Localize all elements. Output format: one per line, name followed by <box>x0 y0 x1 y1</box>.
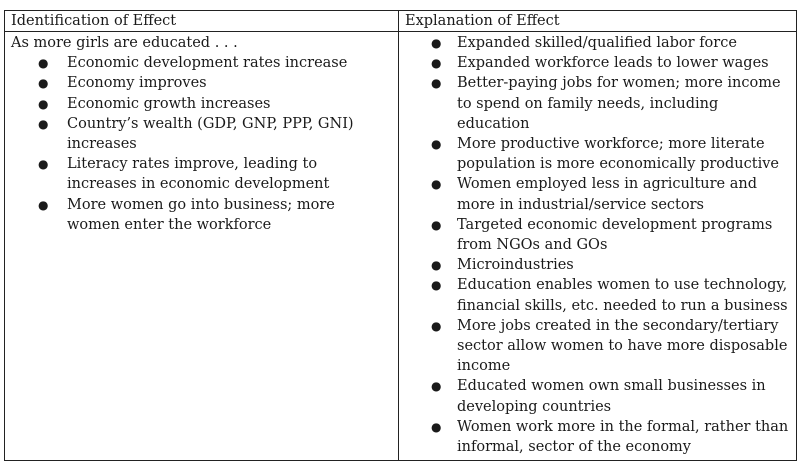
explanation-cell: ● Expanded skilled/qualified labor force … <box>405 33 793 457</box>
bullet-icon: ● <box>38 197 49 212</box>
list-item: ● Better-paying jobs for women; more inco… <box>431 75 781 132</box>
bullet-icon: ● <box>431 177 442 192</box>
bullet-icon: ● <box>431 258 442 273</box>
bullet-icon: ● <box>431 278 442 293</box>
list-item: ● Women employed less in agriculture and … <box>431 176 758 213</box>
bullet-icon: ● <box>431 379 442 394</box>
effects-table: Identification of Effect Explanation of … <box>4 10 797 461</box>
column-divider <box>398 11 399 460</box>
bullet-icon: ● <box>431 76 442 91</box>
list-item: ● Literacy rates improve, leading to incr… <box>38 156 330 193</box>
identification-cell: As more girls are educated . . . ● Econom… <box>11 33 391 235</box>
bullet-icon: ● <box>431 36 442 50</box>
list-item: ● More jobs created in the secondary/tert… <box>431 317 788 375</box>
list-item: ● Microindustries <box>405 255 793 275</box>
bullet-icon: ● <box>38 56 49 71</box>
list-item: ● Country’s wealth (GDP, GNP, PPP, GNI) i… <box>38 115 354 153</box>
bullet-icon: ● <box>38 96 49 111</box>
list-item: ● Economic development rates increase <box>11 53 391 73</box>
list-item: ● Women work more in the formal, rather t… <box>431 418 789 456</box>
header-divider <box>5 31 796 32</box>
list-item: ● Economic growth increases <box>11 94 391 114</box>
list-item: ● Expanded skilled/qualified labor force <box>405 33 793 53</box>
header-identification: Identification of Effect <box>11 13 177 29</box>
bullet-icon: ● <box>38 76 49 91</box>
list-item: ● More productive workforce; more literat… <box>431 136 779 173</box>
identification-intro: As more girls are educated . . . <box>11 35 238 51</box>
list-item: ● Educated women own small businesses in … <box>431 378 766 415</box>
bullet-icon: ● <box>431 137 442 152</box>
bullet-icon: ● <box>431 56 442 71</box>
bullet-icon: ● <box>431 318 442 333</box>
bullet-icon: ● <box>431 217 442 232</box>
list-item: ● Targeted economic development programs … <box>431 216 773 254</box>
list-item: ● Education enables women to use technolo… <box>431 277 788 314</box>
list-item: ● Economy improves <box>11 73 391 93</box>
bullet-icon: ● <box>38 116 49 131</box>
identification-list: ● Economic development rates increase ● Ec… <box>11 53 391 235</box>
explanation-list: ● Expanded skilled/qualified labor force … <box>405 33 793 457</box>
header-explanation: Explanation of Effect <box>405 13 560 29</box>
list-item: ● More women go into business; more women… <box>38 196 335 233</box>
bullet-icon: ● <box>431 419 442 434</box>
list-item: ● Expanded workforce leads to lower wages <box>405 53 793 73</box>
bullet-icon: ● <box>38 157 49 172</box>
